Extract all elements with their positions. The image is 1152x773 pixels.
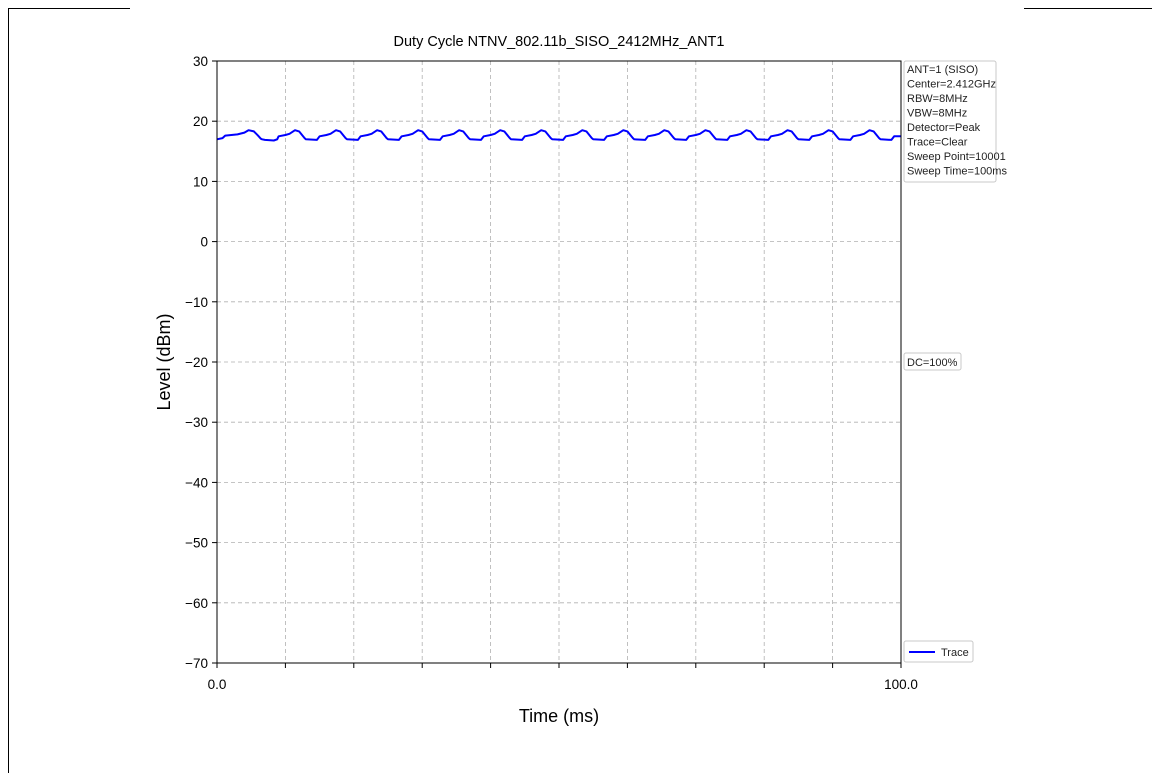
- info-box-line: Detector=Peak: [907, 122, 981, 134]
- page-border-top-left: [8, 8, 130, 9]
- duty-cycle-box: DC=100%: [903, 352, 962, 371]
- info-box-frame: [903, 60, 997, 183]
- info-box-line: Sweep Time=100ms: [907, 166, 1007, 178]
- y-tick-label: 20: [193, 114, 208, 129]
- trace-series-line: [216, 129, 901, 142]
- info-box-line: Trace=Clear: [907, 137, 968, 149]
- dc-label: DC=100%: [907, 357, 958, 369]
- y-tick-label: −10: [185, 295, 208, 310]
- page-border-left: [8, 8, 9, 773]
- y-tick-label: 30: [193, 54, 208, 69]
- y-axis-label: Level (dBm): [154, 313, 174, 410]
- chart-title: Duty Cycle NTNV_802.11b_SISO_2412MHz_ANT…: [394, 34, 725, 50]
- page-border-top-right: [1024, 8, 1152, 9]
- info-box-line: RBW=8MHz: [907, 93, 968, 105]
- info-box-line: VBW=8MHz: [907, 108, 967, 120]
- info-box-line: ANT=1 (SISO): [907, 64, 978, 76]
- x-tick-label: 100.0: [884, 677, 918, 692]
- y-tick-label: −60: [185, 596, 208, 611]
- y-tick-label: −30: [185, 415, 208, 430]
- axis-ticks: [212, 60, 902, 668]
- y-tick-label: −40: [185, 475, 208, 490]
- axis-tick-labels: 0.0 100.0 30 20 10 0 −10 −20 −30 −40 −50 −60 −70: [185, 54, 918, 692]
- measurement-info-box: ANT=1 (SISO) Center=2.412GHz RBW=8MHz VBW=8…: [903, 60, 1007, 183]
- trace-layer: [216, 129, 901, 142]
- y-tick-label: 0: [200, 235, 208, 250]
- grid-lines: [217, 61, 901, 663]
- x-axis-label: Time (ms): [519, 706, 599, 726]
- y-tick-label: −50: [185, 536, 208, 551]
- y-tick-label: −20: [185, 355, 208, 370]
- y-tick-label: 10: [193, 174, 208, 189]
- y-tick-label: −70: [185, 656, 208, 671]
- dc-box-frame: [903, 352, 962, 371]
- legend: Trace: [903, 640, 974, 663]
- legend-label: Trace: [941, 647, 969, 659]
- info-box-line: Sweep Point=10001: [907, 151, 1006, 163]
- info-box-line: Center=2.412GHz: [907, 79, 996, 91]
- legend-frame: [903, 640, 974, 663]
- x-tick-label: 0.0: [208, 677, 227, 692]
